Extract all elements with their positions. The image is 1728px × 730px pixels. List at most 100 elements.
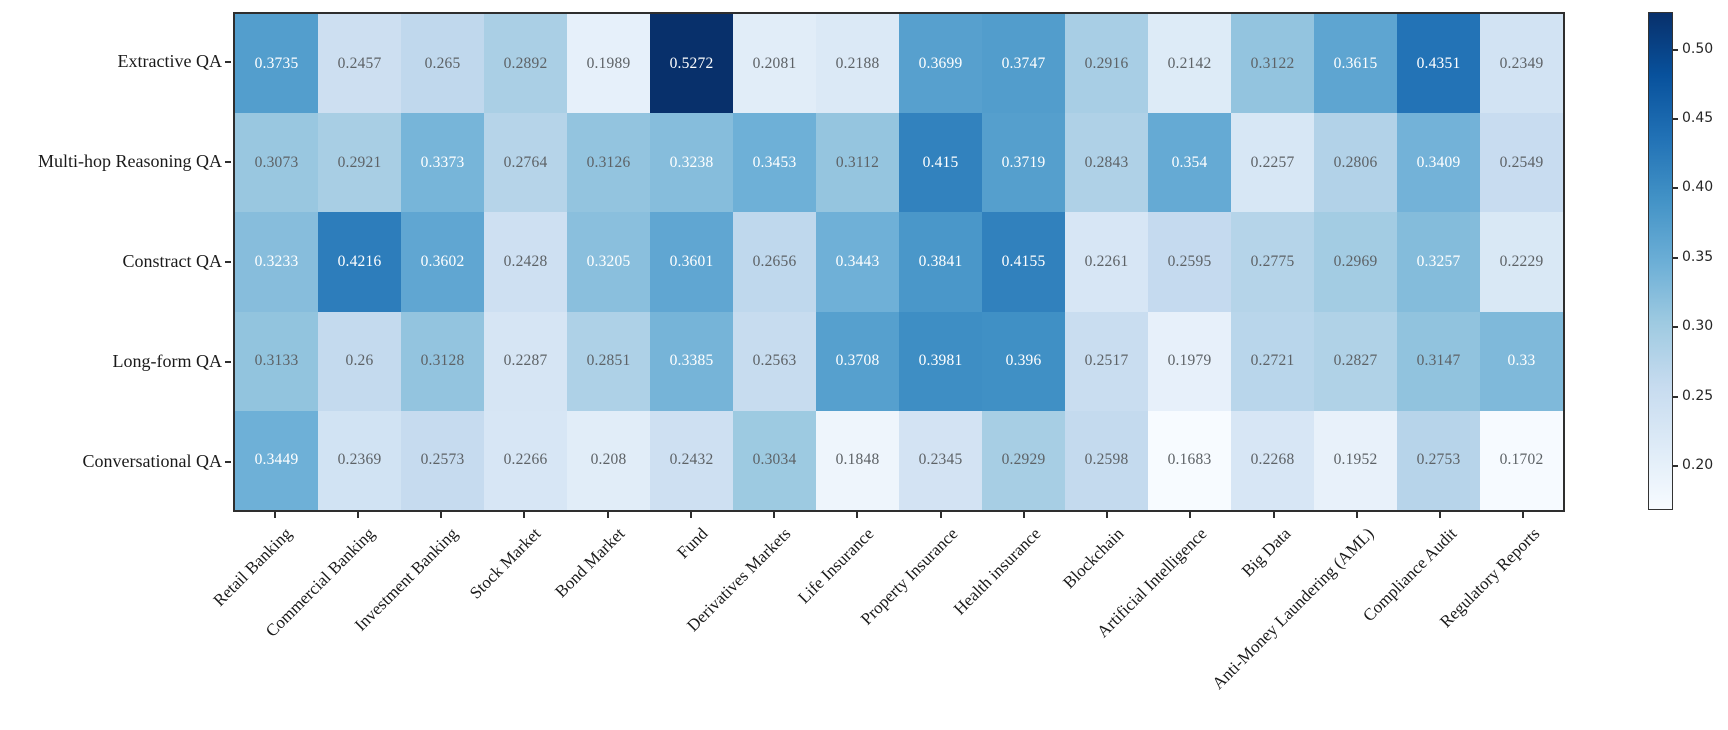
heatmap-cell: 0.2598 xyxy=(1065,410,1148,510)
heatmap-cell: 0.2081 xyxy=(733,14,816,114)
heatmap-cell: 0.2764 xyxy=(484,113,567,213)
heatmap-cell: 0.3133 xyxy=(235,311,318,411)
heatmap-cell: 0.3112 xyxy=(816,113,899,213)
colorbar xyxy=(1648,12,1673,510)
heatmap-cell: 0.3443 xyxy=(816,212,899,312)
heatmap-cell: 0.396 xyxy=(982,311,1065,411)
column-label: Bond Market xyxy=(550,524,629,602)
heatmap-cell: 0.4155 xyxy=(982,212,1065,312)
x-tick-mark xyxy=(856,512,859,518)
x-tick-mark xyxy=(689,512,692,518)
heatmap-cell: 0.2753 xyxy=(1397,410,1480,510)
heatmap-cell: 0.1989 xyxy=(567,14,650,114)
x-tick-mark xyxy=(1439,512,1442,518)
heatmap-cell: 0.1952 xyxy=(1314,410,1397,510)
x-tick-mark xyxy=(356,512,359,518)
heatmap-cell: 0.3735 xyxy=(235,14,318,114)
heatmap-cell: 0.33 xyxy=(1480,311,1563,411)
heatmap-cell: 0.3233 xyxy=(235,212,318,312)
heatmap-cell: 0.3453 xyxy=(733,113,816,213)
heatmap-cell: 0.3409 xyxy=(1397,113,1480,213)
column-label: Life Insurance xyxy=(794,524,878,608)
heatmap-cell: 0.3449 xyxy=(235,410,318,510)
column-label: Retail Banking xyxy=(209,524,296,610)
heatmap-cell: 0.2457 xyxy=(318,14,401,114)
heatmap-cell: 0.3257 xyxy=(1397,212,1480,312)
heatmap-cell: 0.1683 xyxy=(1148,410,1231,510)
heatmap-cell: 0.2432 xyxy=(650,410,733,510)
heatmap-cell: 0.3981 xyxy=(899,311,982,411)
x-tick-mark xyxy=(273,512,276,518)
colorbar-tick-label: 0.40 xyxy=(1682,179,1714,196)
y-tick-mark xyxy=(225,461,231,463)
heatmap-cell: 0.2843 xyxy=(1065,113,1148,213)
heatmap-cell: 0.2573 xyxy=(401,410,484,510)
row-label: Conversational QA xyxy=(82,451,222,471)
heatmap-cell: 0.2369 xyxy=(318,410,401,510)
heatmap-cell: 0.4216 xyxy=(318,212,401,312)
heatmap-cell: 0.2969 xyxy=(1314,212,1397,312)
column-label: Health insurance xyxy=(949,524,1045,619)
colorbar-tick-mark xyxy=(1673,395,1678,398)
heatmap-cell: 0.415 xyxy=(899,113,982,213)
heatmap-cell: 0.3034 xyxy=(733,410,816,510)
heatmap-cell: 0.2428 xyxy=(484,212,567,312)
heatmap-cell: 0.2595 xyxy=(1148,212,1231,312)
colorbar-tick-label: 0.20 xyxy=(1682,457,1714,473)
heatmap-cell: 0.3073 xyxy=(235,113,318,213)
heatmap-cell: 0.2287 xyxy=(484,311,567,411)
heatmap-cell: 0.208 xyxy=(567,410,650,510)
colorbar-tick-mark xyxy=(1673,256,1678,259)
y-tick-mark xyxy=(225,361,231,363)
row-label: Long-form QA xyxy=(112,351,222,371)
x-tick-mark xyxy=(606,512,609,518)
heatmap-plot-area: 0.3735 0.2457 0.265 0.2892 0.1989 0.5272 0.208… xyxy=(233,12,1565,512)
heatmap-cell: 0.1702 xyxy=(1480,410,1563,510)
heatmap-cell: 0.2261 xyxy=(1065,212,1148,312)
heatmap-cell: 0.3602 xyxy=(401,212,484,312)
colorbar-tick-mark xyxy=(1673,118,1678,121)
heatmap-cell: 0.2806 xyxy=(1314,113,1397,213)
heatmap-cell: 0.3841 xyxy=(899,212,982,312)
x-tick-mark xyxy=(1022,512,1025,518)
heatmap-cell: 0.2827 xyxy=(1314,311,1397,411)
heatmap-cell: 0.4351 xyxy=(1397,14,1480,114)
x-tick-mark xyxy=(523,512,526,518)
heatmap-cell: 0.2229 xyxy=(1480,212,1563,312)
heatmap-cell: 0.26 xyxy=(318,311,401,411)
heatmap-cell: 0.3601 xyxy=(650,212,733,312)
heatmap-cell: 0.2563 xyxy=(733,311,816,411)
heatmap-cell: 0.2345 xyxy=(899,410,982,510)
heatmap-cell: 0.2721 xyxy=(1231,311,1314,411)
heatmap-cell: 0.3373 xyxy=(401,113,484,213)
colorbar-tick-label: 0.45 xyxy=(1682,110,1714,127)
heatmap-cell: 0.3238 xyxy=(650,113,733,213)
heatmap-cell: 0.3385 xyxy=(650,311,733,411)
heatmap-cell: 0.2549 xyxy=(1480,113,1563,213)
colorbar-tick-mark xyxy=(1673,326,1678,329)
y-tick-mark xyxy=(225,61,231,63)
heatmap-cell: 0.2257 xyxy=(1231,113,1314,213)
y-tick-mark xyxy=(225,261,231,263)
heatmap-cell: 0.2656 xyxy=(733,212,816,312)
heatmap-cell: 0.2142 xyxy=(1148,14,1231,114)
row-label: Multi-hop Reasoning QA xyxy=(38,151,222,171)
heatmap-cell: 0.3147 xyxy=(1397,311,1480,411)
heatmap-cell: 0.1979 xyxy=(1148,311,1231,411)
colorbar-tick-label: 0.30 xyxy=(1682,318,1714,335)
column-label: Fund xyxy=(673,524,712,563)
x-tick-mark xyxy=(1355,512,1358,518)
heatmap-cell: 0.3699 xyxy=(899,14,982,114)
column-label: Stock Market xyxy=(466,524,545,603)
x-tick-mark xyxy=(1189,512,1192,518)
colorbar-tick-mark xyxy=(1673,187,1678,190)
heatmap-cell: 0.3122 xyxy=(1231,14,1314,114)
heatmap-cell: 0.3719 xyxy=(982,113,1065,213)
colorbar-tick-label: 0.25 xyxy=(1682,387,1714,404)
colorbar-tick-label: 0.35 xyxy=(1682,248,1714,265)
x-tick-mark xyxy=(1106,512,1109,518)
heatmap-cell: 0.2349 xyxy=(1480,14,1563,114)
heatmap-cell: 0.5272 xyxy=(650,14,733,114)
x-tick-mark xyxy=(440,512,443,518)
